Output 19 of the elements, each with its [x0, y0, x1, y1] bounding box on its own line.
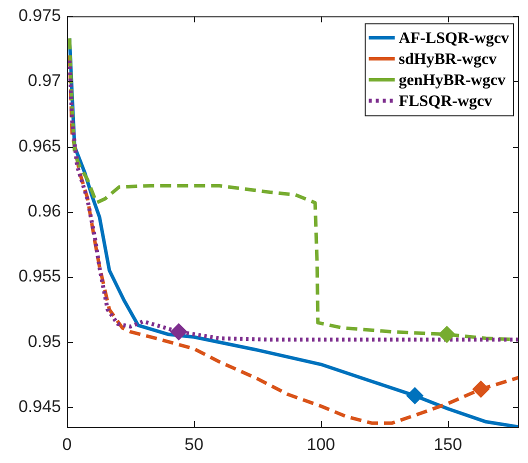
legend-label: sdHyBR-wgcv: [398, 50, 497, 68]
x-tick-label: 0: [62, 434, 72, 454]
y-tick-label: 0.97: [28, 71, 61, 90]
legend-label: genHyBR-wgcv: [398, 72, 506, 89]
y-tick-label: 0.975: [18, 6, 61, 25]
x-tick-label: 100: [306, 434, 336, 454]
point: [438, 326, 456, 343]
y-tick-label: 0.95: [28, 332, 61, 351]
legend-label: FLSQR-wgcv: [398, 92, 492, 110]
legend-label: AF-LSQR-wgcv: [398, 30, 510, 47]
y-tick-label: 0.965: [18, 136, 61, 156]
point: [170, 323, 188, 340]
point: [472, 380, 490, 398]
y-tick-label: 0.96: [28, 202, 61, 221]
y-tick-label: 0.945: [18, 397, 61, 416]
point: [406, 387, 424, 404]
x-tick-label: 150: [434, 434, 462, 454]
y-tick-label: 0.955: [18, 266, 61, 286]
x-tick-label: 50: [184, 434, 204, 454]
